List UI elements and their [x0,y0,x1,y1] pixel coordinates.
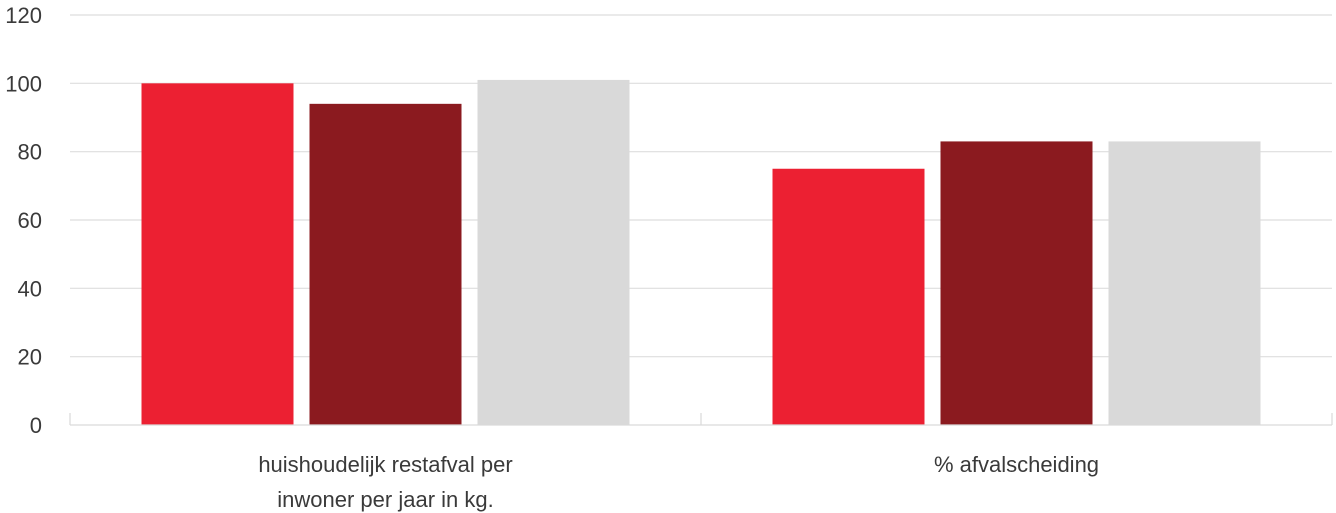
y-tick-label: 60 [18,208,42,233]
bars [141,79,1261,426]
y-axis-tick-labels: 0 20 40 60 80 100 120 [5,3,42,438]
y-tick-label: 120 [5,3,42,28]
x-category-label: inwoner per jaar in kg. [277,487,493,512]
bar-series-3-cat-1 [477,79,630,426]
bar-series-2-cat-1 [309,103,462,425]
bar-series-1-cat-1 [141,83,294,425]
y-tick-label: 100 [5,71,42,96]
x-axis-category-labels: huishoudelijk restafval per inwoner per j… [258,452,1099,512]
y-tick-label: 0 [30,413,42,438]
y-tick-label: 80 [18,140,42,165]
y-tick-label: 20 [18,345,42,370]
y-tick-label: 40 [18,276,42,301]
x-category-label: huishoudelijk restafval per [258,452,512,477]
x-category-label: % afvalscheiding [934,452,1099,477]
x-axis [69,413,1333,426]
bar-series-3-cat-2 [1108,141,1261,425]
bar-series-1-cat-2 [772,168,925,425]
bar-series-2-cat-2 [940,141,1093,425]
